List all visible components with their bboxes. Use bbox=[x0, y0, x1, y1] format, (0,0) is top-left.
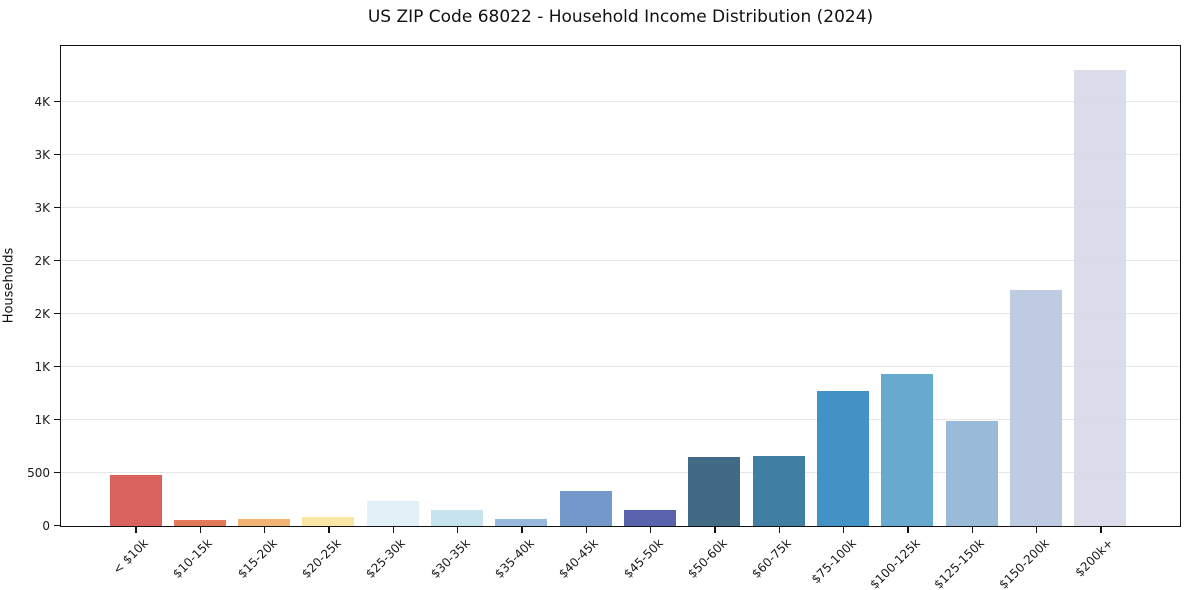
x-tick-label: $50-60k bbox=[685, 536, 730, 581]
x-tick-mark bbox=[456, 527, 459, 533]
x-tick-label: $10-15k bbox=[170, 536, 216, 581]
x-tick-mark bbox=[778, 527, 781, 533]
y-tick-mark bbox=[54, 365, 60, 368]
bar-60-75k bbox=[752, 455, 805, 526]
y-tick-label: 3K bbox=[34, 147, 50, 162]
x-tick-mark bbox=[392, 527, 395, 533]
y-tick-label: 0 bbox=[42, 518, 50, 533]
x-tick-label: $35-40k bbox=[492, 536, 537, 581]
x-tick-label: $30-35k bbox=[427, 536, 473, 581]
bar-20-25k bbox=[302, 517, 355, 526]
bar-200k bbox=[1074, 70, 1127, 526]
bar-45-50k bbox=[624, 510, 677, 526]
y-tick-mark bbox=[54, 471, 60, 474]
x-tick-mark bbox=[135, 527, 137, 533]
x-tick-label: $40-45k bbox=[556, 536, 602, 581]
x-tick-label: < $10k bbox=[110, 536, 151, 577]
y-tick-label: 2K bbox=[34, 306, 50, 321]
gridline-2000 bbox=[61, 313, 1180, 315]
bar-75-100k bbox=[817, 391, 870, 526]
x-tick-mark bbox=[649, 527, 652, 533]
x-tick-label: $25-30k bbox=[363, 536, 409, 581]
x-tick-label: $45-50k bbox=[620, 536, 666, 581]
y-tick-label: 4K bbox=[34, 94, 50, 109]
x-tick-mark bbox=[1100, 527, 1102, 533]
y-tick-label: 1K bbox=[34, 412, 50, 427]
gridline-3500 bbox=[61, 154, 1180, 156]
x-tick-label: $125-150k bbox=[931, 536, 988, 590]
x-tick-label: $15-20k bbox=[234, 536, 280, 581]
x-tick-mark bbox=[521, 527, 523, 533]
chart-title: US ZIP Code 68022 - Household Income Dis… bbox=[367, 7, 874, 27]
y-tick-mark bbox=[54, 100, 60, 103]
bar-150-200k bbox=[1010, 290, 1063, 526]
x-tick-mark bbox=[1035, 527, 1038, 533]
bar-35-40k bbox=[495, 519, 548, 526]
x-tick-label: $100-125k bbox=[867, 536, 923, 590]
y-tick-mark bbox=[54, 418, 60, 421]
x-tick-label: $20-25k bbox=[299, 536, 344, 581]
bar-25-30k bbox=[366, 501, 419, 526]
gridline-3000 bbox=[61, 207, 1180, 209]
gridline-1500 bbox=[61, 366, 1180, 368]
x-tick-label: $75-100k bbox=[808, 536, 859, 587]
x-tick-mark bbox=[971, 527, 974, 533]
bar-40-45k bbox=[559, 491, 612, 526]
bar-15-20k bbox=[238, 518, 291, 526]
x-tick-mark bbox=[328, 527, 330, 533]
gridline-500 bbox=[61, 472, 1180, 474]
y-tick-label: 1K bbox=[34, 359, 50, 374]
bar-30-35k bbox=[431, 509, 484, 526]
y-tick-label: 500 bbox=[27, 465, 50, 480]
y-tick-label: 3K bbox=[34, 200, 50, 215]
plot-area bbox=[60, 45, 1181, 527]
bar-10k bbox=[109, 475, 162, 526]
bar-10-15k bbox=[173, 520, 226, 526]
x-tick-mark bbox=[199, 527, 202, 533]
gridline-4000 bbox=[61, 101, 1180, 103]
y-tick-mark bbox=[54, 206, 60, 209]
gridline-2500 bbox=[61, 260, 1180, 262]
x-tick-mark bbox=[714, 527, 716, 533]
x-tick-mark bbox=[263, 527, 266, 533]
y-tick-mark bbox=[54, 524, 60, 527]
gridline-1000 bbox=[61, 419, 1180, 421]
x-tick-mark bbox=[842, 527, 845, 533]
y-tick-mark bbox=[54, 153, 60, 156]
x-tick-mark bbox=[907, 527, 909, 533]
x-tick-label: $200k+ bbox=[1072, 536, 1116, 580]
y-tick-mark bbox=[54, 312, 60, 315]
x-tick-mark bbox=[585, 527, 588, 533]
bar-125-150k bbox=[945, 420, 998, 526]
bar-100-125k bbox=[881, 374, 934, 526]
y-tick-label: 2K bbox=[34, 253, 50, 268]
x-tick-label: $150-200k bbox=[995, 536, 1052, 590]
bar-50-60k bbox=[688, 457, 741, 526]
x-tick-label: $60-75k bbox=[749, 536, 795, 581]
y-tick-mark bbox=[54, 259, 60, 262]
